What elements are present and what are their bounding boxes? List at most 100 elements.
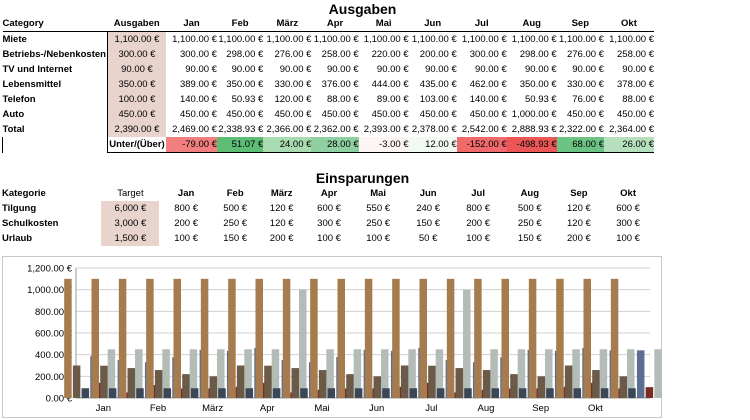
expense-value-cell[interactable]: 50.93 € [231, 94, 264, 105]
savings-value-cell[interactable]: 300 € [317, 218, 341, 229]
expense-value-cell[interactable]: 389.00 € [179, 79, 217, 90]
difference-cell[interactable]: 12.00 € [408, 137, 457, 153]
expense-budget-cell[interactable]: 90.00 € [106, 62, 167, 77]
expense-value-cell[interactable]: 378.00 € [617, 79, 654, 90]
expense-value-cell[interactable]: 2,366.00 € [266, 124, 312, 135]
savings-value-cell[interactable]: 500 € [223, 203, 248, 214]
difference-cell[interactable]: -498.93 € [506, 137, 557, 153]
savings-target-cell[interactable]: 3,000 € [101, 216, 160, 231]
expense-value-cell[interactable]: 2,364.00 € [609, 124, 654, 135]
difference-cell[interactable]: -79.00 € [166, 137, 217, 153]
expense-value-cell[interactable]: 450.00 € [419, 109, 457, 120]
expense-value-cell[interactable]: 298.00 € [226, 49, 264, 60]
savings-value-cell[interactable]: 200 € [269, 233, 294, 244]
expense-value-cell[interactable]: 450.00 € [274, 109, 312, 120]
savings-value-cell[interactable]: 300 € [616, 218, 640, 229]
expense-value-cell[interactable]: 462.00 € [469, 79, 507, 90]
expense-value-cell[interactable]: 90.00 € [185, 64, 217, 75]
expense-value-cell[interactable]: 300.00 € [469, 49, 507, 60]
expense-value-cell[interactable]: 330.00 € [274, 79, 312, 90]
savings-value-cell[interactable]: 250 € [517, 218, 542, 229]
expense-budget-cell[interactable]: 450.00 € [106, 107, 167, 122]
expense-value-cell[interactable]: 50.93 € [525, 94, 557, 105]
expense-value-cell[interactable]: 450.00 € [371, 109, 409, 120]
expense-value-cell[interactable]: 1,100.00 € [358, 31, 409, 47]
savings-value-cell[interactable]: 800 € [466, 203, 490, 214]
expense-value-cell[interactable]: 90.00 € [326, 64, 359, 75]
expense-value-cell[interactable]: 450.00 € [617, 109, 654, 120]
savings-value-cell[interactable]: 200 € [174, 218, 198, 229]
expense-value-cell[interactable]: 140.00 € [179, 94, 217, 105]
expense-value-cell[interactable]: 2,338.93 € [218, 124, 264, 135]
expense-value-cell[interactable]: 1,100.00 € [311, 31, 359, 47]
expense-budget-cell[interactable]: 2,390.00 € [106, 122, 167, 137]
savings-value-cell[interactable]: 100 € [466, 233, 490, 244]
expense-budget-cell[interactable]: 300.00 € [106, 47, 167, 62]
savings-value-cell[interactable]: 150 € [416, 218, 441, 229]
expense-value-cell[interactable]: 2,542.00 € [461, 124, 507, 135]
savings-value-cell[interactable]: 250 € [223, 218, 248, 229]
expense-value-cell[interactable]: 376.00 € [321, 79, 359, 90]
expense-value-cell[interactable]: 276.00 € [566, 49, 604, 60]
expense-value-cell[interactable]: 103.00 € [419, 94, 457, 105]
expense-value-cell[interactable]: 444.00 € [371, 79, 409, 90]
difference-cell[interactable]: 26.00 € [603, 137, 654, 153]
expense-value-cell[interactable]: 258.00 € [321, 49, 359, 60]
savings-target-cell[interactable]: 6,000 € [101, 201, 160, 216]
expense-value-cell[interactable]: 200.00 € [419, 49, 457, 60]
expense-value-cell[interactable]: 120.00 € [274, 94, 312, 105]
expense-value-cell[interactable]: 298.00 € [519, 49, 557, 60]
savings-value-cell[interactable]: 240 € [416, 203, 441, 214]
expense-value-cell[interactable]: 89.00 € [376, 94, 409, 105]
savings-value-cell[interactable]: 120 € [567, 218, 591, 229]
difference-cell[interactable]: 28.00 € [311, 137, 359, 153]
expense-budget-cell[interactable]: 350.00 € [106, 77, 167, 92]
expense-value-cell[interactable]: 1,000.00 € [511, 109, 557, 120]
expense-value-cell[interactable]: 90.00 € [425, 64, 457, 75]
expense-value-cell[interactable]: 76.00 € [572, 94, 604, 105]
difference-cell[interactable]: 51.07 € [216, 137, 264, 153]
expense-value-cell[interactable]: 90.00 € [231, 64, 264, 75]
expense-value-cell[interactable]: 90.00 € [376, 64, 409, 75]
expense-value-cell[interactable]: 1,100.00 € [263, 31, 312, 47]
savings-value-cell[interactable]: 100 € [366, 233, 391, 244]
savings-value-cell[interactable]: 550 € [366, 203, 391, 214]
expense-value-cell[interactable]: 450.00 € [566, 109, 604, 120]
expense-value-cell[interactable]: 276.00 € [274, 49, 312, 60]
savings-value-cell[interactable]: 100 € [174, 233, 198, 244]
expense-value-cell[interactable]: 1,100.00 € [216, 31, 264, 47]
expense-value-cell[interactable]: 258.00 € [617, 49, 654, 60]
savings-target-cell[interactable]: 1,500 € [101, 231, 160, 246]
savings-value-cell[interactable]: 250 € [366, 218, 391, 229]
expense-value-cell[interactable]: 450.00 € [226, 109, 264, 120]
savings-value-cell[interactable]: 50 € [418, 233, 438, 244]
expense-value-cell[interactable]: 88.00 € [622, 94, 654, 105]
expense-value-cell[interactable]: 2,378.00 € [411, 124, 457, 135]
expense-value-cell[interactable]: 2,888.93 € [511, 124, 557, 135]
expense-value-cell[interactable]: 1,100.00 € [166, 31, 217, 47]
expense-value-cell[interactable]: 450.00 € [469, 109, 507, 120]
expense-value-cell[interactable]: 330.00 € [566, 79, 604, 90]
difference-cell[interactable]: 68.00 € [556, 137, 604, 153]
savings-value-cell[interactable]: 200 € [466, 218, 490, 229]
expense-value-cell[interactable]: 1,100.00 € [408, 31, 457, 47]
difference-cell[interactable]: 24.00 € [263, 137, 312, 153]
expense-budget-cell[interactable]: 1,100.00 € [106, 31, 167, 47]
expense-value-cell[interactable]: 350.00 € [226, 79, 264, 90]
expense-value-cell[interactable]: 90.00 € [525, 64, 557, 75]
expense-value-cell[interactable]: 1,100.00 € [506, 31, 557, 47]
savings-value-cell[interactable]: 120 € [567, 203, 591, 214]
difference-cell[interactable]: -152.00 € [456, 137, 507, 153]
savings-value-cell[interactable]: 120 € [269, 218, 294, 229]
savings-value-cell[interactable]: 200 € [567, 233, 591, 244]
expense-value-cell[interactable]: 350.00 € [519, 79, 557, 90]
expense-value-cell[interactable]: 88.00 € [326, 94, 359, 105]
savings-value-cell[interactable]: 100 € [317, 233, 341, 244]
expense-value-cell[interactable]: 450.00 € [321, 109, 359, 120]
savings-value-cell[interactable]: 800 € [174, 203, 198, 214]
savings-value-cell[interactable]: 150 € [517, 233, 542, 244]
expense-value-cell[interactable]: 1,100.00 € [603, 31, 654, 47]
expense-value-cell[interactable]: 90.00 € [475, 64, 507, 75]
expense-value-cell[interactable]: 1,100.00 € [556, 31, 604, 47]
expense-value-cell[interactable]: 140.00 € [469, 94, 507, 105]
